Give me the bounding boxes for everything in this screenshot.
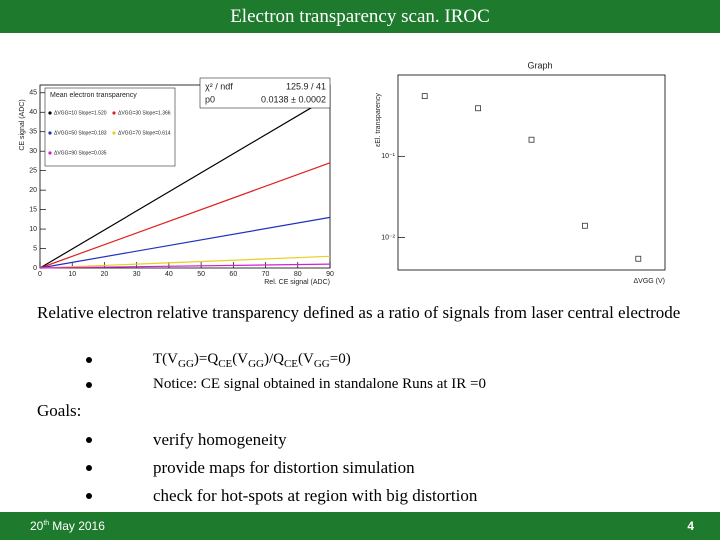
legend-entry: ΔVGG=50 Slope=0.183 — [54, 130, 107, 136]
x-tick-label: 50 — [197, 271, 205, 278]
text-part: 20 — [30, 519, 44, 533]
fit-line — [39, 255, 331, 269]
goals-label: Goals: — [37, 401, 82, 420]
stats-key: χ² / ndf — [205, 81, 233, 91]
footer-bar: 20th May 2016 4 — [0, 512, 720, 540]
stats-box — [199, 77, 331, 109]
fit-line — [39, 96, 331, 269]
subscript: CE — [218, 358, 233, 370]
x-tick-label: 40 — [165, 271, 173, 278]
fit-line — [39, 216, 331, 269]
plot-frame — [397, 74, 666, 271]
stats-value: 0.0138 ± 0.0002 — [261, 94, 326, 104]
text-part: May 2016 — [52, 519, 105, 533]
x-tick-label: 0 — [38, 271, 42, 278]
superscript: th — [43, 520, 50, 527]
legend-marker — [48, 151, 52, 155]
legend-box — [44, 87, 176, 167]
x-tick-label: 90 — [326, 271, 334, 278]
text-part: (V — [298, 351, 314, 367]
legend-entry: ΔVGG=90 Slope=0.035 — [54, 150, 107, 156]
subscript: GG — [248, 358, 264, 370]
transparency-chart: 0 5 10 15 20 25 30 35 40 45 0 10 20 30 40 50 60 70 80 90 CE … — [19, 77, 334, 286]
legend-entry: ΔVGG=30 Slope=1.366 — [118, 110, 171, 116]
bullet-text: Notice: CE signal obtained in standalone… — [153, 376, 486, 392]
point — [475, 105, 481, 112]
legend-entry: ΔVGG=10 Slope=1.520 — [54, 110, 107, 116]
y-tick-label: 35 — [29, 129, 37, 136]
legend-title: Mean electron transparency — [50, 92, 137, 99]
fit-line — [39, 263, 331, 269]
bullet-text: verify homogeneity — [153, 430, 287, 449]
title-bar: Electron transparency scan. IROC — [0, 0, 720, 33]
point — [421, 93, 428, 100]
bullet-dot — [86, 492, 92, 499]
x-tick-label: 10 — [68, 271, 76, 278]
x-axis-label: ΔVGG (V) — [633, 278, 665, 285]
graph-chart: Graph 10⁻¹ 10⁻² εEl. transparency ΔVGG (V) — [375, 60, 666, 285]
legend-marker — [48, 131, 52, 135]
legend-entry: ΔVGG=70 Slope=0.614 — [118, 130, 171, 136]
chart-title: Graph — [527, 60, 552, 70]
text-part: )/Q — [263, 351, 284, 367]
bullet-dot — [86, 356, 92, 363]
y-tick-label: 15 — [29, 206, 37, 213]
bullet-dot — [86, 436, 92, 443]
x-axis-label: Rel. CE signal (ADC) — [264, 279, 330, 286]
bullet-text: check for hot-spots at region with big d… — [153, 486, 478, 505]
y-tick-label: 25 — [29, 168, 37, 175]
bullet-dot — [86, 381, 92, 388]
subscript: GG — [178, 358, 194, 370]
x-tick-label: 60 — [229, 271, 237, 278]
x-tick-label: 20 — [101, 271, 109, 278]
bullet-dot — [86, 464, 92, 471]
y-tick-label: 10⁻¹ — [381, 153, 395, 160]
legend-marker — [112, 131, 116, 135]
bullet-text: provide maps for distortion simulation — [153, 458, 415, 477]
x-tick-label: 30 — [133, 271, 141, 278]
point — [635, 255, 642, 262]
slide-title: Electron transparency scan. IROC — [230, 6, 490, 27]
text-part: T(V — [153, 351, 178, 367]
stats-key: p0 — [205, 94, 215, 104]
footer-date: 20th May 2016 — [30, 519, 105, 533]
intro: Relative electron relative transparency … — [37, 303, 681, 322]
y-axis-label: CE signal (ADC) — [19, 99, 26, 150]
legend-marker — [112, 111, 116, 115]
legend-marker — [48, 111, 52, 115]
text-part: (V — [232, 351, 249, 367]
y-tick-label: 45 — [29, 90, 37, 97]
text-part: )=Q — [193, 351, 219, 367]
x-tick-label: 80 — [294, 271, 302, 278]
bullet-text: T(VGG)=QCE(VGG)/QCE(VGG=0) — [153, 351, 351, 370]
y-tick-label: 0 — [33, 265, 37, 272]
y-tick-label: 10 — [29, 226, 37, 233]
stats-value: 125.9 / 41 — [286, 81, 326, 91]
text-part: =0) — [329, 351, 351, 367]
y-tick-label: 20 — [29, 187, 37, 194]
point — [581, 222, 588, 229]
point — [528, 136, 535, 143]
subscript: GG — [313, 358, 330, 370]
page-number: 4 — [687, 519, 694, 533]
y-axis-label: εEl. transparency — [375, 93, 382, 147]
y-tick-label: 5 — [33, 245, 37, 252]
subscript: CE — [283, 358, 299, 370]
y-tick-label: 30 — [29, 148, 37, 155]
y-tick-label: 40 — [29, 109, 37, 116]
fit-line — [39, 162, 331, 269]
x-tick-label: 70 — [262, 271, 270, 278]
y-tick-label: 10⁻² — [381, 234, 395, 241]
